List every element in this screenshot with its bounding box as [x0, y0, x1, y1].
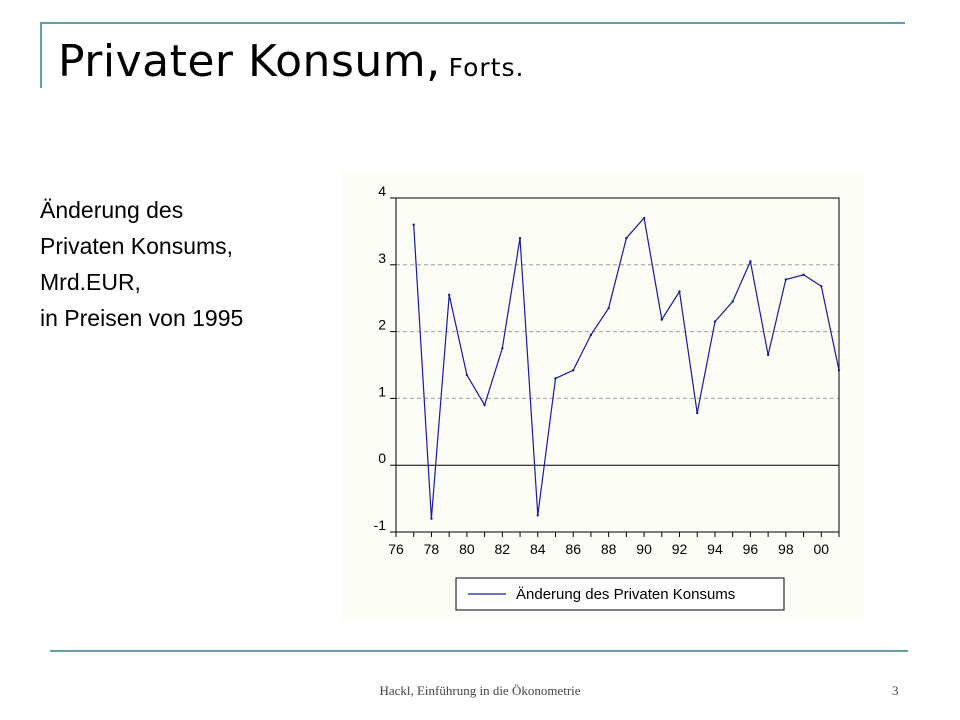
x-tick-label: 94	[707, 541, 723, 557]
page-number: 3	[892, 683, 899, 698]
data-point	[731, 300, 734, 303]
x-tick-label: 80	[459, 541, 475, 557]
data-point	[465, 373, 469, 377]
x-tick-label: 76	[388, 541, 404, 557]
x-tick-label: 88	[601, 541, 617, 557]
data-point	[412, 223, 415, 226]
data-point	[678, 290, 681, 293]
x-tick-label: 86	[565, 541, 581, 557]
y-tick-label: 2	[378, 317, 386, 333]
x-tick-label: 90	[636, 541, 652, 557]
description-line-1: Änderung des	[40, 197, 184, 223]
data-point	[501, 347, 504, 350]
data-point	[589, 333, 593, 337]
left-rule	[40, 22, 42, 88]
y-tick-label: 1	[378, 383, 386, 399]
data-point	[642, 216, 646, 220]
title-main: Privater Konsum,	[58, 36, 441, 87]
description-line-2: Privaten Konsums,	[40, 233, 234, 259]
data-point	[572, 369, 575, 372]
chart-panel: -1 0 1 2 3 4 76 78 80 82 84 86 88 90 92 94 96 98 00 Änderun…	[342, 170, 864, 622]
x-tick-label: 92	[672, 541, 688, 557]
y-tick-label: -1	[374, 517, 387, 533]
y-tick-label: 4	[378, 183, 386, 199]
chart-description: Änderung des Privaten Konsums, Mrd.EUR, …	[40, 192, 340, 336]
x-tick-label: 78	[424, 541, 440, 557]
legend-label: Änderung des Privaten Konsums	[516, 586, 735, 603]
data-point	[696, 411, 699, 415]
y-tick-label: 3	[378, 250, 386, 266]
x-tick-label: 00	[813, 541, 829, 557]
data-point	[784, 278, 788, 281]
data-point	[554, 377, 557, 380]
data-point	[625, 236, 628, 240]
footer-text: Hackl, Einführung in die Ökonometrie	[379, 683, 581, 698]
data-point	[766, 353, 770, 357]
x-tick-label: 84	[530, 541, 546, 557]
x-tick-label: 96	[743, 541, 759, 557]
data-point	[749, 260, 752, 263]
data-point	[430, 517, 433, 520]
data-point	[837, 369, 841, 372]
description-line-3: Mrd.EUR,	[40, 269, 141, 295]
y-tick-label: 0	[378, 450, 386, 466]
data-point	[536, 514, 539, 517]
line-chart: -1 0 1 2 3 4 76 78 80 82 84 86 88 90 92 94 96 98 00 Änderun…	[374, 183, 841, 611]
title-sub: Forts.	[448, 53, 525, 82]
data-point	[820, 284, 823, 288]
data-point	[447, 293, 451, 297]
data-point	[713, 320, 717, 323]
x-tick-label: 82	[495, 541, 511, 557]
series-line	[413, 216, 840, 519]
data-point	[483, 403, 486, 407]
plot-frame	[395, 197, 840, 533]
slide-title: Privater Konsum, Forts.	[58, 36, 524, 87]
data-point	[802, 273, 805, 277]
data-point	[518, 236, 522, 240]
description-line-4: in Preisen von 1995	[40, 305, 244, 331]
top-rule	[40, 22, 905, 24]
data-point	[660, 318, 663, 321]
data-point	[607, 307, 610, 310]
x-tick-label: 98	[778, 541, 794, 557]
legend-box	[455, 577, 785, 611]
bottom-rule	[50, 650, 908, 652]
